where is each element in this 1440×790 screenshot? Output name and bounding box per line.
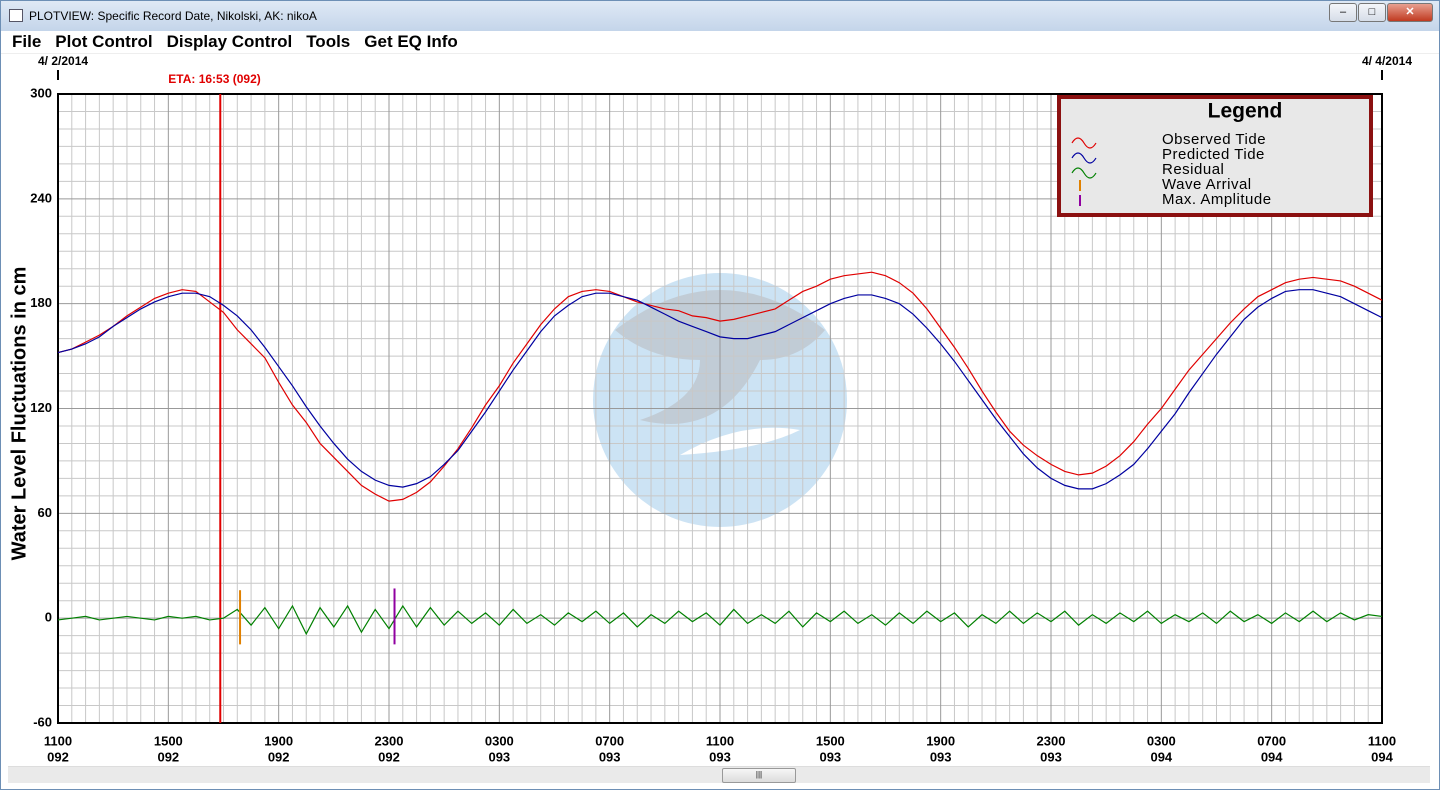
x-tick-sublabel: 092 — [378, 749, 400, 764]
legend-label: Wave Arrival — [1162, 176, 1252, 193]
plot-frame — [57, 93, 1383, 724]
x-tick-label: 2300 — [375, 733, 404, 748]
x-tick-sublabel: 092 — [47, 749, 69, 764]
x-tick-sublabel: 093 — [819, 749, 841, 764]
data-line — [57, 271, 1383, 502]
x-tick-sublabel: 094 — [1261, 749, 1283, 764]
x-tick-sublabel: 094 — [1371, 749, 1393, 764]
legend-box — [1057, 95, 1373, 217]
y-axis-label: Water Level Fluctuations in cm — [8, 267, 30, 561]
menu-item[interactable]: File — [12, 32, 42, 51]
x-tick-sublabel: 093 — [930, 749, 952, 764]
chart: -600601201802403001100092150009219000922… — [8, 54, 1412, 764]
x-tick-sublabel: 092 — [157, 749, 179, 764]
x-tick-label: 0300 — [1147, 733, 1176, 748]
x-tick-label: 0700 — [595, 733, 624, 748]
y-tick-label: 0 — [45, 610, 52, 625]
menu-item[interactable]: Plot Control — [55, 32, 153, 51]
eta-label: ETA: 16:53 (092) — [168, 72, 260, 86]
x-tick-sublabel: 093 — [1040, 749, 1062, 764]
x-tick-label: 1900 — [926, 733, 955, 748]
y-tick-label: 180 — [30, 295, 52, 310]
scroll-thumb[interactable]: ||| — [722, 768, 796, 783]
legend-label: Predicted Tide — [1162, 146, 1265, 163]
window-controls: – □ ✕ — [1328, 3, 1433, 22]
x-tick-label: 0700 — [1257, 733, 1286, 748]
x-tick-label: 1900 — [264, 733, 293, 748]
window-title: PLOTVIEW: Specific Record Date, Nikolski… — [29, 9, 317, 23]
x-tick-label: 0300 — [485, 733, 514, 748]
data-line — [57, 289, 1383, 490]
data-line — [57, 604, 1383, 636]
menu-item[interactable]: Get EQ Info — [364, 32, 458, 51]
title-bar: PLOTVIEW: Specific Record Date, Nikolski… — [1, 1, 1439, 31]
x-tick-label: 1500 — [816, 733, 845, 748]
y-tick-label: 240 — [30, 190, 52, 205]
menu-item[interactable]: Tools — [306, 32, 351, 51]
x-tick-sublabel: 092 — [268, 749, 290, 764]
legend-swatch — [1071, 137, 1097, 149]
x-tick-label: 1100 — [44, 733, 72, 748]
x-tick-sublabel: 093 — [709, 749, 731, 764]
date-label: 4/ 2/2014 — [38, 54, 88, 68]
legend-label: Max. Amplitude — [1162, 191, 1272, 208]
legend-label: Observed Tide — [1162, 131, 1266, 148]
legend-swatch — [1071, 152, 1097, 164]
close-button[interactable]: ✕ — [1387, 3, 1433, 22]
legend-label: Residual — [1162, 161, 1224, 178]
x-tick-label: 1100 — [1368, 733, 1396, 748]
minimize-button[interactable]: – — [1329, 3, 1357, 22]
x-tick-label: 1100 — [706, 733, 734, 748]
horizontal-scrollbar[interactable]: ||| — [8, 766, 1430, 783]
legend-swatch — [1071, 167, 1097, 179]
menu-bar: File Plot Control Display Control Tools Get … — [1, 31, 1439, 54]
y-tick-label: 60 — [38, 505, 52, 520]
legend-title: Legend — [1208, 100, 1283, 123]
x-tick-label: 1500 — [154, 733, 183, 748]
y-tick-label: 120 — [30, 400, 52, 415]
x-tick-label: 2300 — [1037, 733, 1066, 748]
x-tick-sublabel: 093 — [599, 749, 621, 764]
app-icon — [9, 9, 23, 22]
x-tick-sublabel: 093 — [488, 749, 510, 764]
y-tick-label: 300 — [30, 85, 52, 100]
x-tick-sublabel: 094 — [1150, 749, 1172, 764]
menu-item[interactable]: Display Control — [166, 32, 293, 51]
y-tick-label: -60 — [33, 714, 52, 729]
date-label: 4/ 4/2014 — [1362, 54, 1412, 68]
maximize-button[interactable]: □ — [1358, 3, 1386, 22]
